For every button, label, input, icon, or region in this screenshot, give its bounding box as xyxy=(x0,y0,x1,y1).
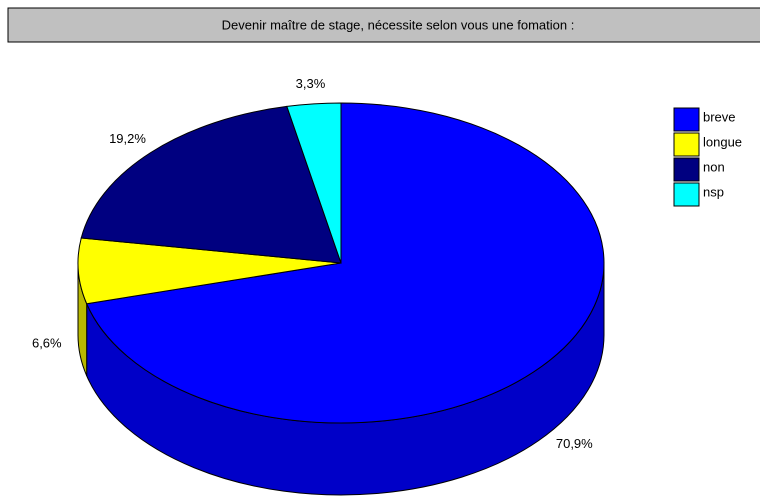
legend-label: breve xyxy=(703,109,736,124)
legend-label: non xyxy=(703,159,725,174)
data-label: 3,3% xyxy=(296,76,326,91)
title-box xyxy=(7,7,760,43)
slice xyxy=(85,102,605,424)
data-label: 6,6% xyxy=(32,335,62,350)
data-label: 19,2% xyxy=(109,131,146,146)
slice xyxy=(77,237,342,305)
legend-swatch xyxy=(673,182,700,207)
legend-swatch xyxy=(673,157,700,182)
data-label: 70,9% xyxy=(556,436,593,451)
legend-swatch xyxy=(673,132,700,157)
legend-swatch xyxy=(673,107,700,132)
legend-label: nsp xyxy=(703,184,724,199)
slice xyxy=(286,102,342,264)
slice xyxy=(80,105,342,264)
legend-label: longue xyxy=(703,134,742,149)
chart-title: Devenir maître de stage, nécessite selon… xyxy=(222,17,575,32)
